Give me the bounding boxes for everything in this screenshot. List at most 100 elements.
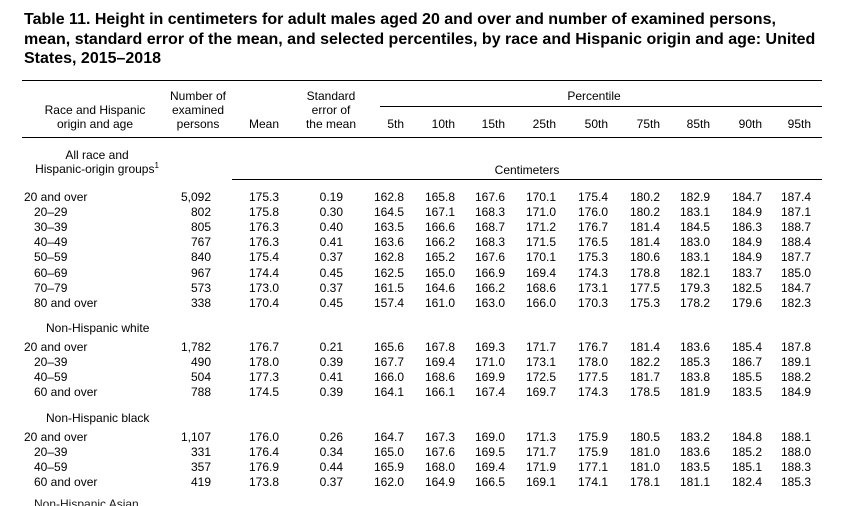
- table-cell: 170.1: [525, 250, 556, 265]
- table-cell: 188.0: [780, 445, 811, 460]
- table-cell: 163.0: [474, 295, 505, 310]
- table-cell: 175.4: [248, 250, 279, 265]
- table-cell: 177.5: [577, 370, 608, 385]
- table-cell: 788: [190, 385, 211, 400]
- table-cell: 504: [190, 370, 211, 385]
- table-cell: 169.7: [525, 385, 556, 400]
- table-cell: 171.9: [525, 460, 556, 475]
- table-cell: 167.6: [424, 445, 455, 460]
- table-cell: 161.5: [373, 280, 404, 295]
- table-cell: 185.2: [731, 445, 762, 460]
- table-cell: 169.4: [474, 460, 505, 475]
- table-cell: 419: [190, 475, 211, 490]
- table-cell: 967: [190, 265, 211, 280]
- table-cell: 165.2: [424, 250, 455, 265]
- section-title: All race and Hispanic-origin groups1: [35, 148, 159, 176]
- table-cell: 162.5: [373, 265, 404, 280]
- table-cell: 188.4: [780, 235, 811, 250]
- table-cell: 184.9: [731, 205, 762, 220]
- table-cell: 171.3: [525, 430, 556, 444]
- table-cell: 188.2: [780, 370, 811, 385]
- table-cell: 178.0: [248, 355, 279, 370]
- top-rule: [22, 80, 822, 81]
- table-cell: 181.7: [629, 370, 660, 385]
- table-cell: 169.3: [474, 340, 505, 354]
- table-cell: 187.8: [780, 340, 811, 354]
- table-cell: 185.3: [780, 475, 811, 490]
- table-cell: 183.1: [679, 250, 710, 265]
- table-cell: 0.41: [319, 235, 343, 250]
- table-cell: 0.37: [319, 280, 343, 295]
- table-cell: 0.45: [319, 295, 343, 310]
- table-cell: 176.5: [577, 235, 608, 250]
- cut-off-section-title: Non-Hispanic Asian: [34, 497, 139, 506]
- table-cell: 175.9: [577, 445, 608, 460]
- row-label: 20 and over: [24, 190, 88, 204]
- table-cell: 0.40: [319, 220, 343, 235]
- row-label: 20 and over: [24, 430, 88, 444]
- row-label: 40–59: [34, 460, 68, 475]
- table-cell: 168.3: [474, 205, 505, 220]
- header-percentile-5th: 5th: [387, 117, 404, 131]
- table-cell: 176.0: [248, 430, 279, 444]
- table-cell: 0.37: [319, 250, 343, 265]
- table-cell: 168.3: [474, 235, 505, 250]
- row-label: 20 and over: [24, 340, 88, 354]
- table-cell: 183.2: [679, 430, 710, 444]
- row-label: 20–39: [34, 445, 68, 460]
- row-label: 40–59: [34, 370, 68, 385]
- table-cell: 0.34: [319, 445, 343, 460]
- table-cell: 178.0: [577, 355, 608, 370]
- header-percentile-85th: 85th: [686, 117, 710, 131]
- table-cell: 166.9: [474, 265, 505, 280]
- table-cell: 167.6: [474, 250, 505, 265]
- table-cell: 174.3: [577, 265, 608, 280]
- header-percentile-50th: 50th: [584, 117, 608, 131]
- table-cell: 0.30: [319, 205, 343, 220]
- table-cell: 174.1: [577, 475, 608, 490]
- units-label: Centimeters: [494, 163, 560, 177]
- table-cell: 168.7: [474, 220, 505, 235]
- table-cell: 174.5: [248, 385, 279, 400]
- table-cell: 165.9: [373, 460, 404, 475]
- table-cell: 185.1: [731, 460, 762, 475]
- header-rule: [22, 137, 822, 138]
- table-cell: 185.3: [679, 355, 710, 370]
- header-number: Number of examined persons: [169, 89, 227, 131]
- table-cell: 175.3: [629, 295, 660, 310]
- table-cell: 171.5: [525, 235, 556, 250]
- table-cell: 331: [190, 445, 211, 460]
- table-cell: 176.3: [248, 220, 279, 235]
- header-percentile-10th: 10th: [431, 117, 455, 131]
- table-cell: 157.4: [373, 295, 404, 310]
- section-title: Non-Hispanic white: [46, 321, 150, 335]
- table-cell: 187.1: [780, 205, 811, 220]
- table-cell: 181.1: [679, 475, 710, 490]
- table-cell: 0.21: [319, 340, 343, 354]
- table-cell: 167.7: [373, 355, 404, 370]
- table-cell: 164.7: [373, 430, 404, 444]
- table-cell: 805: [190, 220, 211, 235]
- table-cell: 178.1: [629, 475, 660, 490]
- table-cell: 170.3: [577, 295, 608, 310]
- table-cell: 767: [190, 235, 211, 250]
- table-cell: 164.9: [424, 475, 455, 490]
- table-cell: 179.6: [731, 295, 762, 310]
- table-cell: 0.44: [319, 460, 343, 475]
- table-cell: 176.7: [248, 340, 279, 354]
- footnote-marker: 1: [154, 161, 159, 170]
- table-cell: 165.0: [373, 445, 404, 460]
- table-cell: 184.8: [731, 430, 762, 444]
- table-cell: 182.2: [629, 355, 660, 370]
- table-cell: 171.2: [525, 220, 556, 235]
- table-cell: 185.4: [731, 340, 762, 354]
- table-cell: 0.26: [319, 430, 343, 444]
- table-cell: 176.9: [248, 460, 279, 475]
- table-cell: 176.4: [248, 445, 279, 460]
- table-cell: 0.39: [319, 385, 343, 400]
- table-cell: 167.6: [474, 190, 505, 204]
- row-label: 60–69: [34, 265, 68, 280]
- table-cell: 178.8: [629, 265, 660, 280]
- table-cell: 173.1: [577, 280, 608, 295]
- table-cell: 490: [190, 355, 211, 370]
